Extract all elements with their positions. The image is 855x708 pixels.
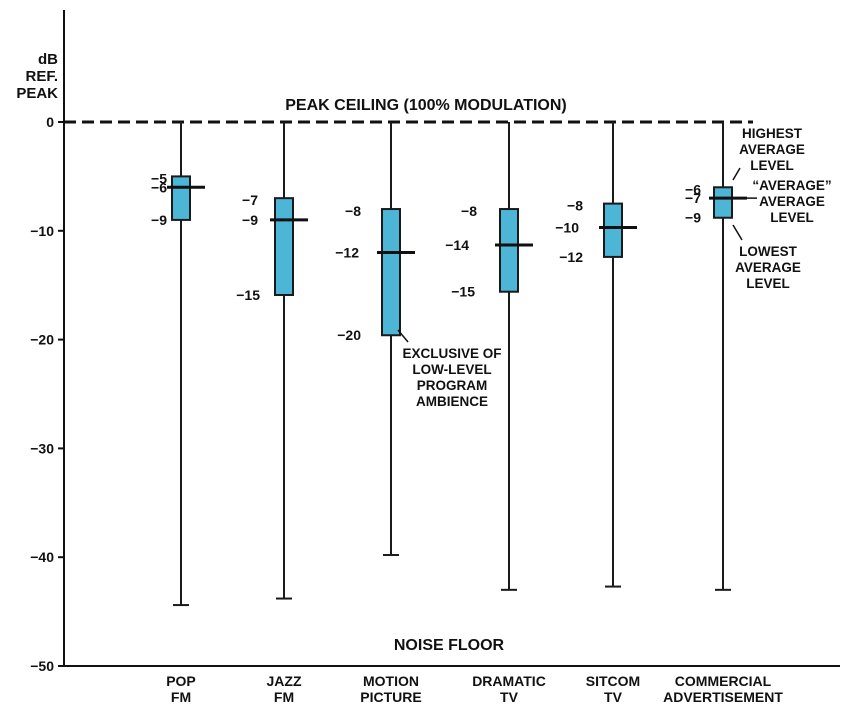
value-label: −20 — [337, 327, 361, 343]
value-label: −6 — [685, 181, 701, 197]
annotation-average: LEVEL — [770, 210, 814, 225]
annotation-pointer — [732, 167, 741, 181]
annotation-exclusive: EXCLUSIVE OF — [402, 346, 501, 361]
value-label: −12 — [335, 245, 359, 261]
annotation-highest: HIGHEST — [742, 126, 803, 141]
average-range-box — [274, 197, 294, 296]
y-axis-label: PEAK — [16, 85, 58, 102]
annotation-highest: LEVEL — [750, 158, 794, 173]
average-range-box — [381, 208, 401, 337]
value-label: −6 — [151, 179, 167, 195]
noise-floor-label: NOISE FLOOR — [394, 637, 505, 654]
average-range-box — [603, 202, 623, 258]
average-range-box — [171, 175, 191, 221]
value-label: −9 — [151, 212, 167, 228]
value-label: −12 — [559, 249, 583, 265]
category-label: JAZZ — [267, 673, 302, 689]
annotation-exclusive: LOW-LEVEL — [412, 362, 491, 377]
category-label: COMMERCIAL — [675, 673, 772, 689]
average-range-box — [499, 208, 519, 293]
category-label: PICTURE — [360, 689, 421, 705]
annotation-highest: AVERAGE — [739, 142, 805, 157]
annotation-lowest: LEVEL — [746, 276, 790, 291]
value-label: −8 — [461, 203, 477, 219]
y-tick-label: −30 — [30, 440, 54, 456]
y-axis-label: dB — [38, 51, 58, 68]
y-tick-label: 0 — [46, 114, 54, 130]
category-label: FM — [171, 689, 191, 705]
category-label: SITCOM — [586, 673, 640, 689]
y-tick-label: −50 — [30, 658, 54, 674]
y-tick-label: −10 — [30, 223, 54, 239]
category-label: POP — [166, 673, 196, 689]
annotation-average: AVERAGE — [759, 194, 825, 209]
category-label: TV — [604, 689, 623, 705]
annotation-lowest: LOWEST — [739, 244, 797, 259]
value-label: −7 — [242, 192, 258, 208]
value-label: −15 — [236, 287, 260, 303]
y-tick-label: −40 — [30, 549, 54, 565]
annotation-pointer — [732, 224, 743, 241]
value-label: −7 — [685, 190, 701, 206]
average-range-box — [713, 186, 733, 219]
annotation-pointer — [397, 329, 409, 343]
value-label: −9 — [685, 210, 701, 226]
value-label: −9 — [242, 212, 258, 228]
peak-ceiling-label: PEAK CEILING (100% MODULATION) — [285, 97, 567, 114]
annotation-lowest: AVERAGE — [735, 260, 801, 275]
value-label: −15 — [451, 284, 475, 300]
value-label: −5 — [151, 170, 167, 186]
value-label: −10 — [555, 220, 579, 236]
value-label: −14 — [445, 237, 469, 253]
annotation-exclusive: AMBIENCE — [416, 394, 488, 409]
y-tick-label: −20 — [30, 332, 54, 348]
category-label: TV — [500, 689, 519, 705]
value-label: −8 — [345, 203, 361, 219]
category-label: FM — [274, 689, 294, 705]
annotation-average: “AVERAGE” — [752, 178, 831, 193]
category-label: MOTION — [363, 673, 419, 689]
category-label: ADVERTISEMENT — [663, 689, 783, 705]
annotation-exclusive: PROGRAM — [417, 378, 488, 393]
value-label: −8 — [567, 198, 583, 214]
category-label: DRAMATIC — [472, 673, 546, 689]
y-axis-label: REF. — [25, 68, 58, 85]
